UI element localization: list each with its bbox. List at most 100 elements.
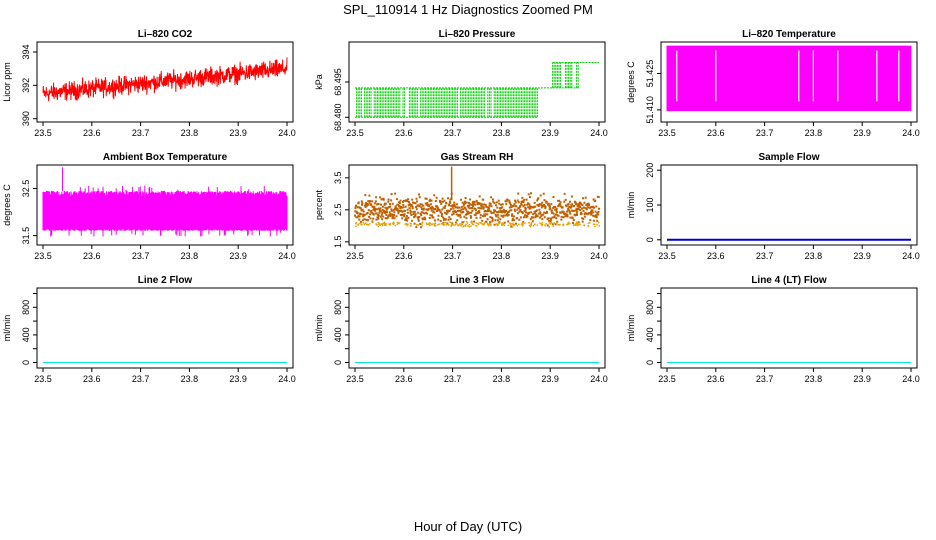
- x-tick-label: 23.7: [756, 128, 774, 138]
- y-tick-label: 400: [21, 327, 31, 342]
- y-axis-label: ml/min: [2, 315, 12, 342]
- x-tick-label: 23.6: [707, 251, 725, 261]
- x-tick-label: 23.5: [658, 374, 676, 384]
- plot-frame: [660, 41, 918, 123]
- panel-co2: Li–820 CO2 Licor ppm 23.5 23.6 23.7 23.8 23.9 2…: [2, 29, 296, 138]
- panel-title: Li–820 CO2: [138, 29, 193, 40]
- y-axis-label: degrees C: [2, 184, 12, 226]
- x-tick-label: 23.5: [34, 251, 52, 261]
- plot-frame: [36, 287, 294, 369]
- y-tick-label: 100: [645, 197, 655, 212]
- x-tick-label: 23.6: [83, 251, 101, 261]
- panel-line3: Line 3 Flow ml/min 23.5 23.6 23.7 23.8 23.9 24.…: [314, 275, 608, 384]
- y-tick-label: 2.5: [333, 204, 343, 217]
- x-tick-label: 23.7: [132, 374, 150, 384]
- y-tick-label: 0: [645, 237, 655, 242]
- x-tick-label: 24.0: [278, 128, 296, 138]
- panel-grid: Li–820 CO2 Licor ppm 23.5 23.6 23.7 23.8 23.9 2…: [2, 29, 920, 384]
- plot-frame: [348, 287, 606, 369]
- y-tick-label: 392: [21, 78, 31, 93]
- x-tick-label: 24.0: [278, 374, 296, 384]
- y-tick-label: 800: [645, 300, 655, 315]
- y-tick-label: 0: [21, 360, 31, 365]
- y-axis-label: ml/min: [626, 192, 636, 219]
- x-tick-label: 23.9: [541, 374, 559, 384]
- x-tick-label: 23.6: [83, 374, 101, 384]
- panel-pressure: Li–820 Pressure kPa 23.5 23.6 23.7 23.8 23.9 24…: [314, 29, 608, 138]
- y-tick-label: 68.480: [333, 104, 343, 132]
- co2-data-line: [42, 57, 288, 102]
- x-tick-label: 23.6: [395, 251, 413, 261]
- x-tick-label: 24.0: [590, 374, 608, 384]
- y-tick-label: 51.425: [645, 60, 655, 88]
- x-tick-label: 23.8: [493, 374, 511, 384]
- x-tick-label: 23.7: [444, 374, 462, 384]
- y-axis-label: Licor ppm: [2, 62, 12, 102]
- y-axis-label: percent: [314, 189, 324, 220]
- x-tick-label: 23.6: [83, 128, 101, 138]
- y-tick-label: 1.5: [333, 236, 343, 249]
- panel-title: Line 2 Flow: [138, 275, 193, 286]
- y-tick-label: 0: [645, 360, 655, 365]
- x-tick-label: 23.5: [346, 128, 364, 138]
- x-tick-label: 24.0: [902, 374, 920, 384]
- x-tick-label: 23.7: [444, 251, 462, 261]
- x-tick-label: 23.8: [805, 251, 823, 261]
- x-tick-label: 23.5: [34, 128, 52, 138]
- x-tick-label: 23.8: [805, 374, 823, 384]
- x-tick-label: 23.7: [756, 374, 774, 384]
- panel-title: Li–820 Temperature: [742, 29, 836, 40]
- y-tick-label: 800: [333, 300, 343, 315]
- y-tick-label: 390: [21, 111, 31, 126]
- y-tick-label: 3.5: [333, 172, 343, 185]
- panel-box-temp: Ambient Box Temperature degrees C 23.5 23.6…: [2, 152, 296, 261]
- x-tick-label: 23.8: [805, 128, 823, 138]
- x-tick-label: 23.8: [493, 128, 511, 138]
- rh-low-points: [355, 220, 600, 228]
- x-tick-label: 23.7: [132, 251, 150, 261]
- y-axis-label: degrees C: [626, 61, 636, 103]
- x-tick-label: 24.0: [590, 128, 608, 138]
- x-tick-label: 23.8: [181, 128, 199, 138]
- x-tick-label: 23.7: [756, 251, 774, 261]
- x-axis-label: Hour of Day (UTC): [414, 519, 522, 534]
- x-tick-label: 23.8: [493, 251, 511, 261]
- panel-line2: Line 2 Flow ml/min 23.5 23.6 23.7 23.8 23.9 24.…: [2, 275, 296, 384]
- panel-sample-flow: Sample Flow ml/min 23.5 23.6 23.7 23.8 23.9 24.…: [626, 152, 920, 261]
- panel-title: Line 3 Flow: [450, 275, 505, 286]
- plot-frame: [348, 164, 606, 246]
- x-tick-label: 23.5: [658, 128, 676, 138]
- plot-frame: [36, 41, 294, 123]
- series-pressure: [355, 61, 599, 118]
- x-tick-label: 23.6: [395, 128, 413, 138]
- series-rh: [354, 166, 600, 229]
- y-tick-label: 200: [645, 163, 655, 178]
- x-tick-label: 23.9: [853, 251, 871, 261]
- y-tick-label: 800: [21, 300, 31, 315]
- x-tick-label: 23.5: [658, 251, 676, 261]
- y-tick-label: 400: [333, 327, 343, 342]
- x-tick-label: 24.0: [902, 128, 920, 138]
- x-tick-label: 23.5: [346, 374, 364, 384]
- x-tick-label: 23.6: [395, 374, 413, 384]
- x-tick-label: 24.0: [278, 251, 296, 261]
- x-tick-label: 23.6: [707, 128, 725, 138]
- plot-frame: [36, 164, 294, 246]
- x-tick-label: 23.8: [181, 374, 199, 384]
- x-tick-label: 23.9: [229, 251, 247, 261]
- x-tick-label: 23.9: [853, 374, 871, 384]
- y-tick-label: 394: [21, 44, 31, 59]
- y-tick-label: 0: [333, 360, 343, 365]
- panel-rh: Gas Stream RH percent 23.5 23.6 23.7 23.8 23.9…: [314, 152, 608, 261]
- panel-title: Sample Flow: [758, 152, 819, 163]
- x-tick-label: 23.6: [707, 374, 725, 384]
- x-tick-label: 23.7: [444, 128, 462, 138]
- panel-title: Li–820 Pressure: [439, 29, 516, 40]
- panel-licor-temp: Li–820 Temperature degrees C 23.5 23.6 23.7 2…: [626, 29, 920, 138]
- y-tick-label: 31.5: [21, 227, 31, 245]
- x-tick-label: 23.9: [229, 128, 247, 138]
- y-axis-label: ml/min: [314, 315, 324, 342]
- series-box-temp: [42, 167, 288, 237]
- x-tick-label: 24.0: [590, 251, 608, 261]
